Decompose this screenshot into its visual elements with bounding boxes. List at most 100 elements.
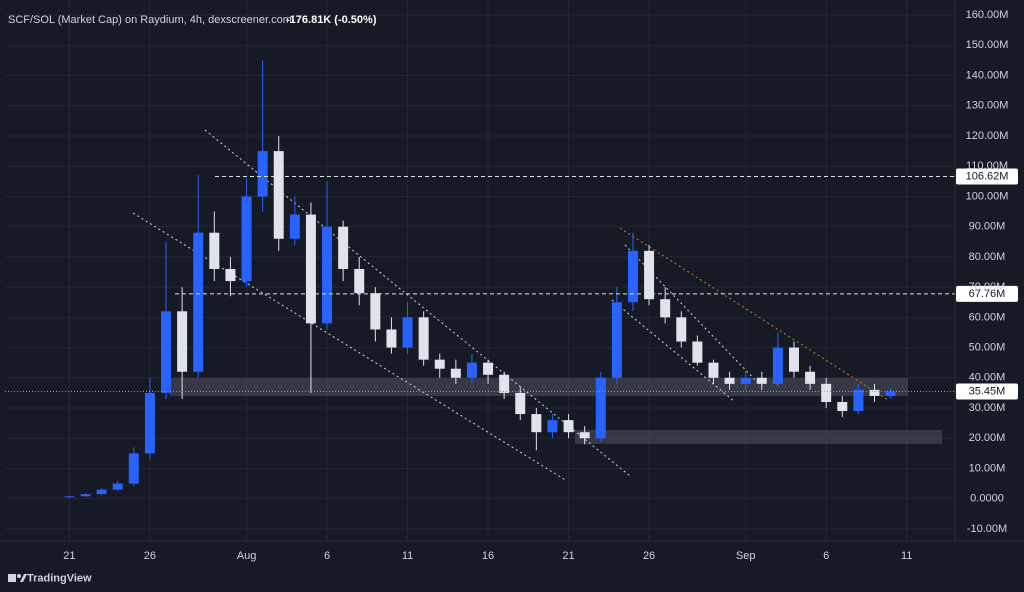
y-tick-label: 90.00M (969, 221, 1006, 233)
candle-body (418, 317, 429, 360)
trendline (611, 299, 736, 403)
candle-body (144, 392, 155, 454)
y-tick-label: 50.00M (969, 341, 1006, 353)
x-tick-label: 6 (823, 550, 829, 562)
logo-icon (8, 574, 16, 582)
candle-body (402, 317, 413, 348)
candle-body (322, 226, 333, 324)
y-tick-label: 20.00M (969, 432, 1006, 444)
candle-body (579, 432, 590, 439)
y-tick-label: 140.00M (966, 69, 1009, 81)
overlay: 106.62M 67.76M 35.45M (5, 168, 1018, 400)
candle-body (112, 483, 123, 490)
candle-body (547, 420, 558, 433)
price-label: 106.62M (966, 170, 1009, 182)
candles (64, 60, 896, 498)
price-label: 35.45M (969, 385, 1006, 397)
candle-body (853, 389, 864, 412)
candle-body (724, 377, 735, 384)
candle-body (386, 329, 397, 348)
candle-body (644, 250, 655, 300)
candle-body (354, 268, 365, 294)
support-zone (170, 378, 908, 396)
price-label-box (956, 285, 1018, 302)
y-tick-label: 120.00M (966, 130, 1009, 142)
x-tick-label: Sep (736, 550, 756, 562)
candle-body (805, 371, 816, 384)
candle-body (627, 250, 638, 303)
candle-body (563, 420, 574, 433)
candle-body (466, 362, 477, 378)
candle-body (515, 392, 526, 415)
candle-body (209, 232, 220, 269)
y-tick-label: 40.00M (969, 372, 1006, 384)
x-tick-label: 26 (144, 550, 156, 562)
chart-title: SCF/SOL (Market Cap) on Raydium, 4h, dex… (8, 14, 292, 26)
candle-body (708, 362, 719, 378)
candle-body (499, 374, 510, 393)
candle-body (241, 196, 252, 282)
x-tick-label: 21 (562, 550, 574, 562)
y-tick-label: 0.0000 (970, 493, 1004, 505)
y-tick-label: 60.00M (969, 311, 1006, 323)
candle-body (80, 494, 91, 497)
support-zone (575, 430, 942, 444)
logo: TradingView (8, 572, 92, 584)
logo-icon (20, 574, 27, 582)
y-tick-label: -10.00M (967, 523, 1007, 535)
candle-body (611, 302, 622, 378)
candle-body (289, 214, 300, 239)
y-tick-label: 160.00M (966, 9, 1009, 21)
candle-body (177, 311, 188, 372)
candle-body (772, 347, 783, 384)
candle-body (193, 232, 204, 372)
x-tick-label: 16 (482, 550, 494, 562)
x-tick-label: Aug (237, 550, 257, 562)
candle-body (434, 359, 445, 369)
candle-body (885, 391, 896, 396)
candle-body (370, 293, 381, 330)
price-label-box (956, 383, 1018, 400)
candle-body (225, 268, 236, 282)
candle-body (531, 414, 542, 433)
y-tick-label: 80.00M (969, 251, 1006, 263)
logo-icon (17, 574, 21, 578)
x-tick-label: 11 (402, 550, 413, 562)
y-tick-label: 70.00M (969, 281, 1006, 293)
candle-body (64, 496, 75, 498)
candle-body (305, 214, 316, 324)
candle-body (756, 377, 767, 384)
candle-body (450, 368, 461, 378)
y-tick-label: 30.00M (969, 402, 1006, 414)
x-tick-label: 21 (63, 550, 75, 562)
y-tick-label: 10.00M (969, 462, 1006, 474)
trendline (619, 227, 889, 401)
candle-body (788, 347, 799, 372)
x-tick-label: 6 (324, 550, 330, 562)
candle-body (837, 401, 848, 412)
candle-body (96, 489, 107, 495)
price-label-box (956, 168, 1018, 185)
candle-body (692, 341, 703, 363)
candle-body (740, 377, 751, 384)
candle-body (257, 151, 268, 197)
x-tick-label: 11 (901, 550, 912, 562)
candle-body (273, 151, 284, 239)
y-tick-label: 100.00M (966, 190, 1009, 202)
trendline (132, 212, 568, 482)
price-change: -176.81K (-0.50%) (286, 14, 377, 26)
candle-body (676, 317, 687, 342)
candle-body (338, 226, 349, 269)
candle-body (483, 362, 494, 375)
x-tick-label: 26 (643, 550, 655, 562)
footer-brand: TradingView (27, 572, 92, 584)
candle-body (660, 299, 671, 318)
candle-body (821, 383, 832, 402)
y-tick-label: 150.00M (966, 39, 1009, 51)
price-label: 67.76M (969, 288, 1006, 300)
candle-body (869, 389, 880, 396)
candle-body (595, 377, 606, 439)
y-tick-label: 110.00M (966, 160, 1008, 172)
candle-body (161, 311, 172, 393)
